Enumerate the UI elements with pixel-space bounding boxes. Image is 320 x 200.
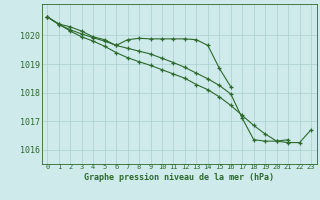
X-axis label: Graphe pression niveau de la mer (hPa): Graphe pression niveau de la mer (hPa) (84, 173, 274, 182)
